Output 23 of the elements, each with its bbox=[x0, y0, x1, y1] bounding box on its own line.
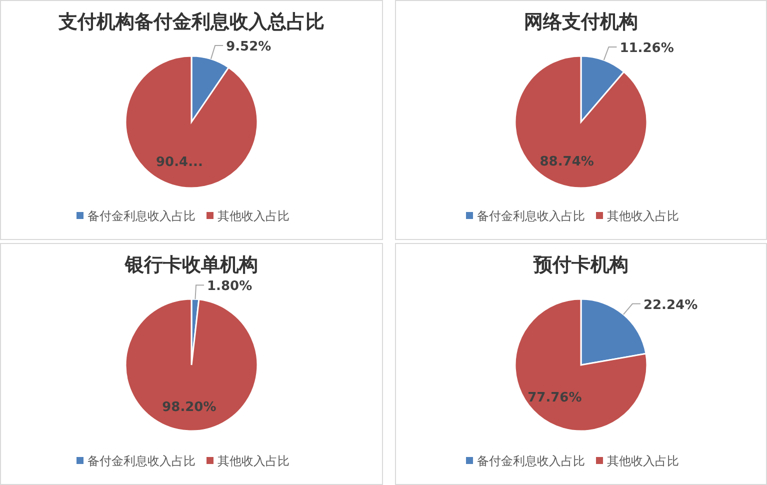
data-label: 77.76% bbox=[528, 390, 582, 406]
pie-slice bbox=[514, 55, 648, 189]
chart-title: 银行卡收单机构 bbox=[124, 254, 258, 276]
pie-slice bbox=[124, 55, 258, 189]
chart-title: 支付机构备付金利息收入总占比 bbox=[58, 11, 324, 33]
legend-label: 备付金利息收入占比 bbox=[477, 209, 585, 223]
legend-label: 其他收入占比 bbox=[607, 454, 679, 468]
chart-title: 网络支付机构 bbox=[524, 11, 638, 33]
data-label: 11.26% bbox=[620, 40, 674, 56]
pie-slice bbox=[124, 298, 258, 432]
legend-label: 备付金利息收入占比 bbox=[477, 454, 585, 468]
legend-label: 其他收入占比 bbox=[218, 209, 290, 223]
legend-label: 备付金利息收入占比 bbox=[88, 454, 196, 468]
data-label: 1.80% bbox=[207, 279, 252, 294]
data-label: 88.74% bbox=[540, 154, 594, 170]
data-label: 22.24% bbox=[643, 298, 698, 313]
chart-title: 预付卡机构 bbox=[532, 254, 628, 276]
data-label: 98.20% bbox=[162, 400, 216, 415]
legend-label: 其他收入占比 bbox=[607, 209, 679, 223]
legend-label: 其他收入占比 bbox=[218, 454, 290, 468]
data-label: 90.4... bbox=[156, 155, 203, 170]
data-label: 9.52% bbox=[226, 40, 272, 55]
legend-label: 备付金利息收入占比 bbox=[88, 209, 196, 223]
